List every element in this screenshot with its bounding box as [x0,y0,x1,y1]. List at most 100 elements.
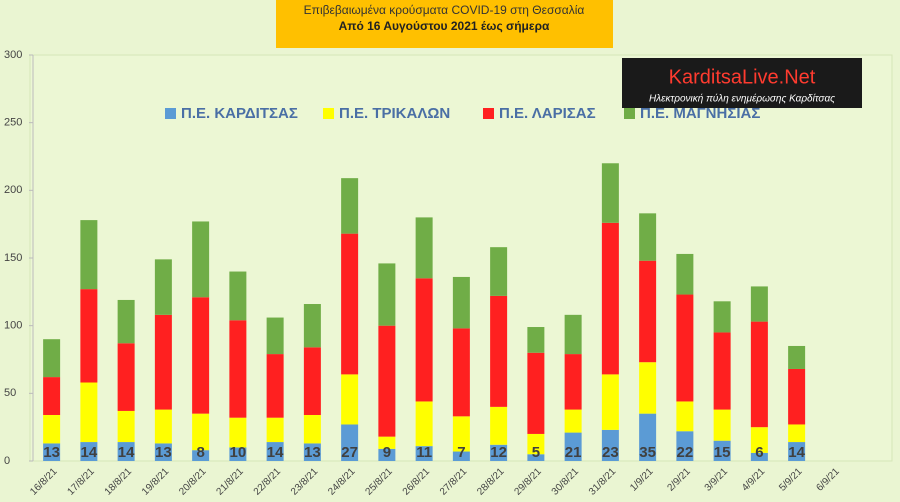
bar-segment [341,374,359,425]
bar-segment [788,368,806,425]
bar-segment [378,436,396,449]
data-label: 21 [565,444,582,461]
bar-segment [452,276,470,329]
bar-segment [788,424,806,443]
bar-segment [229,271,247,321]
logo-name: KarditsaLive.Net [669,66,816,88]
y-tick-label: 100 [4,320,22,332]
bar-segment [415,401,433,447]
data-label: 14 [81,444,98,461]
data-label: 22 [677,444,694,461]
legend-label: Π.Ε. ΛΑΡΙΣΑΣ [499,105,596,122]
bar-segment [713,332,731,410]
bar-segment [192,450,210,461]
bar-segment [601,374,619,430]
legend-swatch [483,108,494,119]
bar-segment [639,260,657,363]
data-label: 14 [118,444,135,461]
bar-segment [266,317,284,355]
logo-tagline: Ηλεκτρονική πύλη ενημέρωσης Καρδίτσας [649,93,835,105]
chart-subtitle: Από 16 Αυγούστου 2021 έως σήμερα [339,19,550,33]
data-label: 14 [788,444,805,461]
bar-segment [80,289,98,383]
bar-segment [341,424,359,461]
bar-segment [154,314,172,410]
title-box [276,0,613,48]
bar-segment [601,429,619,461]
bar-segment [713,440,731,461]
bar-segment [80,442,98,461]
bar-segment [527,454,545,461]
bar-segment [788,345,806,369]
bar-segment [80,382,98,443]
bar-segment [490,247,508,296]
bar-segment [788,442,806,461]
legend-swatch [165,108,176,119]
bar-segment [713,409,731,441]
y-tick-label: 50 [4,387,16,399]
bar-segment [229,320,247,418]
bar-segment [303,347,321,415]
bar-segment [564,354,582,410]
bar-segment [192,297,210,414]
legend-swatch [624,108,635,119]
bar-segment [378,448,396,461]
bar-segment [527,433,545,455]
bar-segment [490,295,508,407]
bar-segment [117,442,135,461]
y-tick-label: 200 [4,184,22,196]
y-tick-label: 150 [4,252,22,264]
data-label: 13 [304,444,321,461]
data-label: 27 [341,444,358,461]
bar-segment [452,416,470,452]
data-label: 10 [230,444,247,461]
bar-segment [341,233,359,375]
data-label: 15 [714,444,731,461]
bar-segment [750,452,768,461]
y-tick-label: 250 [4,117,22,129]
bar-segment [43,443,61,461]
bar-segment [341,178,359,234]
bar-segment [192,221,210,298]
bar-segment [564,409,582,433]
bar-segment [378,325,396,437]
data-label: 14 [267,444,284,461]
bar-segment [43,339,61,378]
bar-segment [303,304,321,348]
bar-segment [564,432,582,461]
data-label: 13 [155,444,172,461]
bar-segment [154,443,172,461]
bar-segment [639,362,657,414]
bar-segment [378,263,396,326]
bar-segment [154,409,172,444]
bar-segment [303,414,321,444]
bar-segment [266,354,284,418]
bar-segment [415,217,433,279]
bar-segment [229,417,247,448]
bar-segment [415,446,433,461]
legend-swatch [323,108,334,119]
bar-segment [750,321,768,428]
bar-segment [452,451,470,461]
bar-segment [415,278,433,402]
bar-segment [80,220,98,290]
data-label: 6 [755,444,763,461]
bar-segment [750,427,768,453]
bar-segment [676,253,694,295]
data-label: 7 [457,444,465,461]
bar-segment [676,431,694,461]
bar-segment [527,327,545,353]
bar-segment [713,301,731,333]
data-label: 13 [43,444,60,461]
legend-label: Π.Ε. ΜΑΓΝΗΣΙΑΣ [640,105,760,122]
data-label: 8 [196,444,204,461]
bar-segment [601,222,619,375]
chart-title: Επιβεβαιωμένα κρούσματα COVID-19 στη Θεσ… [304,3,585,17]
bar-segment [639,413,657,461]
bar-segment [154,259,172,315]
bar-segment [452,328,470,417]
bar-segment [676,294,694,402]
bar-segment [750,286,768,322]
data-label: 5 [532,444,540,461]
